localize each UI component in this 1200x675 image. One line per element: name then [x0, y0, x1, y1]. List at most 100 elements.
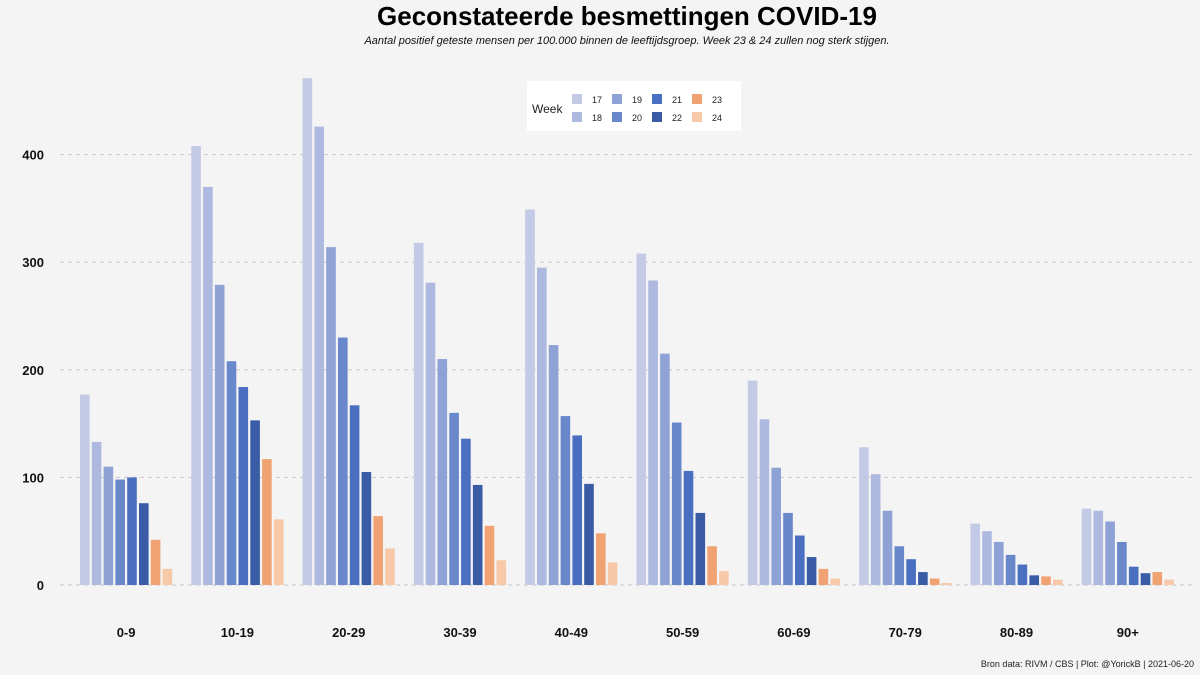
bar-0-9-week-19 [103, 466, 114, 585]
x-tick-label: 10-19 [221, 625, 254, 640]
bar-60-69-week-22 [806, 557, 817, 585]
bar-80-89-week-19 [994, 541, 1004, 585]
bar-30-39-week-20 [449, 412, 459, 585]
y-tick-label: 300 [22, 255, 44, 270]
legend-label-week-22: 22 [672, 113, 682, 123]
bar-60-69-week-19 [771, 467, 781, 585]
bar-0-9-week-18 [91, 441, 102, 585]
bar-10-19-week-17 [191, 145, 201, 585]
bar-0-9-week-22 [139, 503, 149, 585]
y-tick-label: 100 [22, 470, 44, 485]
y-tick-label: 200 [22, 363, 44, 378]
bar-20-29-week-23 [373, 516, 383, 585]
bar-40-49-week-23 [596, 533, 606, 585]
legend-label-week-19: 19 [632, 95, 642, 105]
bar-60-69-week-24 [830, 578, 840, 585]
bar-10-19-week-23 [262, 459, 272, 585]
bar-60-69-week-20 [783, 512, 793, 585]
x-tick-label: 20-29 [332, 625, 365, 640]
bar-20-29-week-20 [338, 337, 348, 585]
bar-10-19-week-22 [250, 420, 260, 585]
bar-0-9-week-20 [115, 479, 125, 585]
legend-label-week-20: 20 [632, 113, 642, 123]
y-tick-label: 0 [37, 578, 44, 593]
bar-10-19-week-19 [214, 284, 225, 585]
bar-90+-week-21 [1128, 566, 1139, 585]
bar-80-89-week-20 [1005, 554, 1016, 585]
legend-swatch-week-19 [612, 94, 622, 104]
bar-70-79-week-24 [941, 582, 952, 585]
x-axis: 0-9 10-19 20-29 30-39 40-49 50-59 60-69 70-79 80… [117, 625, 1140, 640]
x-tick-label: 90+ [1117, 625, 1139, 640]
bar-40-49-week-20 [560, 416, 571, 585]
bar-60-69-week-17 [747, 380, 758, 585]
bar-90+-week-22 [1140, 573, 1151, 585]
bar-40-49-week-22 [584, 483, 594, 585]
legend-swatch-week-21 [652, 94, 662, 104]
legend-swatch-week-20 [612, 112, 622, 122]
legend-label-week-21: 21 [672, 95, 682, 105]
bar-50-59-week-19 [660, 353, 670, 585]
chart-title: Geconstateerde besmettingen COVID-19 [377, 1, 877, 31]
bar-90+-week-18 [1093, 510, 1104, 585]
bar-50-59-week-21 [683, 470, 694, 585]
bar-0-9-week-21 [127, 477, 137, 585]
bar-20-29-week-18 [314, 126, 324, 586]
y-tick-label: 400 [22, 148, 44, 163]
bar-70-79-week-19 [882, 510, 893, 585]
bar-10-19-week-20 [226, 361, 237, 585]
bar-30-39-week-24 [496, 560, 507, 585]
bar-30-39-week-17 [413, 242, 424, 585]
x-tick-label: 40-49 [555, 625, 588, 640]
bar-50-59-week-24 [719, 571, 729, 585]
bar-70-79-week-21 [906, 559, 916, 585]
x-tick-label: 80-89 [1000, 625, 1033, 640]
bar-50-59-week-23 [707, 546, 717, 585]
legend-swatch-week-22 [652, 112, 662, 122]
bar-80-89-week-21 [1017, 564, 1028, 585]
bar-30-39-week-19 [437, 359, 448, 585]
bar-20-29-week-24 [385, 548, 395, 585]
bar-10-19-week-24 [273, 519, 284, 585]
bar-80-89-week-23 [1041, 576, 1051, 585]
bar-70-79-week-18 [870, 474, 881, 585]
legend-label-week-23: 23 [712, 95, 722, 105]
bar-50-59-week-20 [671, 422, 682, 585]
bar-70-79-week-17 [859, 447, 869, 585]
bar-30-39-week-23 [484, 525, 495, 585]
bar-0-9-week-24 [162, 568, 173, 585]
bar-80-89-week-17 [970, 523, 980, 585]
bar-90+-week-20 [1117, 541, 1127, 585]
chart-subtitle: Aantal positief geteste mensen per 100.0… [363, 35, 889, 47]
legend-swatch-week-18 [572, 112, 582, 122]
bar-40-49-week-21 [572, 435, 582, 585]
bar-40-49-week-18 [537, 267, 547, 585]
x-tick-label: 70-79 [889, 625, 922, 640]
bar-20-29-week-17 [302, 78, 313, 585]
x-tick-label: 30-39 [443, 625, 476, 640]
bar-20-29-week-22 [361, 472, 372, 585]
y-axis: 0 100 200 300 400 [22, 148, 44, 593]
bar-40-49-week-24 [607, 562, 618, 585]
bar-30-39-week-22 [472, 484, 483, 585]
legend-swatch-week-17 [572, 94, 582, 104]
x-tick-label: 60-69 [777, 625, 810, 640]
bar-20-29-week-21 [349, 405, 360, 585]
bar-50-59-week-17 [636, 253, 647, 586]
bar-90+-week-24 [1164, 579, 1174, 585]
legend-label-week-24: 24 [712, 113, 722, 123]
bar-10-19-week-21 [238, 387, 249, 585]
bar-80-89-week-22 [1029, 575, 1039, 585]
caption: Bron data: RIVM / CBS | Plot: @YorickB |… [981, 659, 1194, 669]
bar-60-69-week-23 [818, 568, 829, 585]
legend-swatch-week-24 [692, 112, 702, 122]
bar-50-59-week-22 [695, 512, 706, 585]
bar-10-19-week-18 [203, 186, 213, 585]
bar-50-59-week-18 [648, 280, 658, 585]
bar-80-89-week-24 [1053, 579, 1063, 585]
bar-0-9-week-23 [150, 539, 161, 585]
x-tick-label: 50-59 [666, 625, 699, 640]
legend-label-week-17: 17 [592, 95, 602, 105]
legend-label-week-18: 18 [592, 113, 602, 123]
